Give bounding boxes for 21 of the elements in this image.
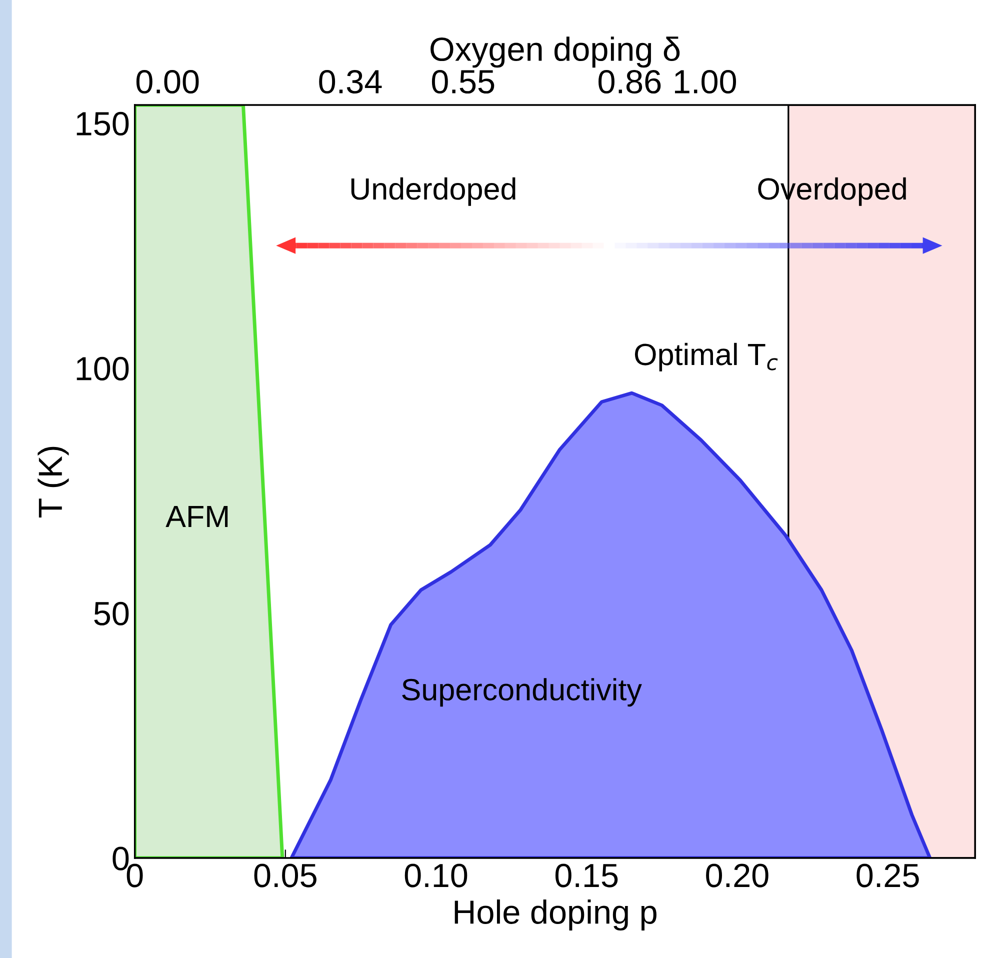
annotation: Superconductivity (402, 678, 642, 707)
x-axis-title: Hole doping p (454, 899, 656, 931)
annotation: AFM (166, 506, 228, 528)
x-tick-label: 0.10 (404, 864, 468, 888)
x2-tick-label: 0.86 (598, 70, 661, 94)
y-tick-label: 100 (76, 356, 129, 380)
x-tick-label: 0.20 (706, 864, 768, 888)
x-tick-label: 0.25 (856, 864, 919, 888)
annotation: Optimal T$_{c}$ (634, 342, 778, 372)
x2-tick-label: 0.55 (432, 70, 494, 94)
x-tick-label: 0.15 (555, 864, 618, 888)
x2-axis-title: Oxygen doping δ (430, 36, 680, 68)
y-tick-label: 50 (94, 602, 129, 626)
y-axis-title: T (K) (38, 446, 69, 518)
x-tick-label: 0.05 (254, 864, 316, 888)
x2-tick-label: 1.00 (674, 70, 736, 94)
y-tick-label: 150 (76, 112, 129, 136)
y-tick-label: 0 (112, 846, 129, 870)
annotation: Underdoped (351, 177, 516, 206)
x2-tick-label: 0.00 (136, 70, 199, 94)
x2-tick-label: 0.34 (319, 70, 382, 94)
